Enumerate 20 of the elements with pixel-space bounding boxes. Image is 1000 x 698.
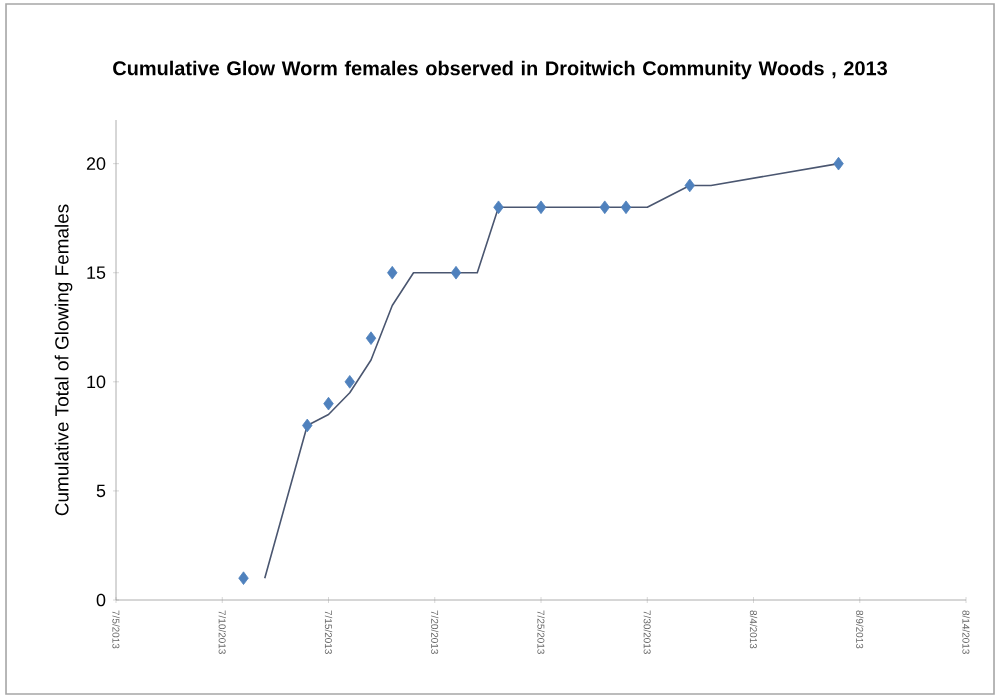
point: [535, 200, 547, 215]
point: [684, 178, 695, 193]
y-tick-label: 10: [87, 375, 106, 389]
y-tick-label: 15: [87, 266, 106, 279]
point: [365, 331, 377, 345]
point: [833, 156, 844, 171]
point: [302, 418, 313, 433]
point: [238, 571, 249, 585]
point: [387, 265, 398, 280]
y-tick-label: 5: [96, 484, 106, 498]
point: [450, 265, 462, 280]
y-tick-label: 20: [86, 157, 106, 170]
point: [493, 200, 504, 215]
point: [599, 200, 610, 215]
point: [344, 375, 355, 389]
point: [620, 200, 632, 215]
chart-title: Cumulative Glow Worm females observed in Droitwich Community Woods , 2013: [113, 60, 887, 80]
point: [323, 396, 334, 411]
y-tick-label: 0: [96, 593, 106, 607]
y-axis-title: Cumulative Total of Glowing Females: [54, 204, 73, 516]
